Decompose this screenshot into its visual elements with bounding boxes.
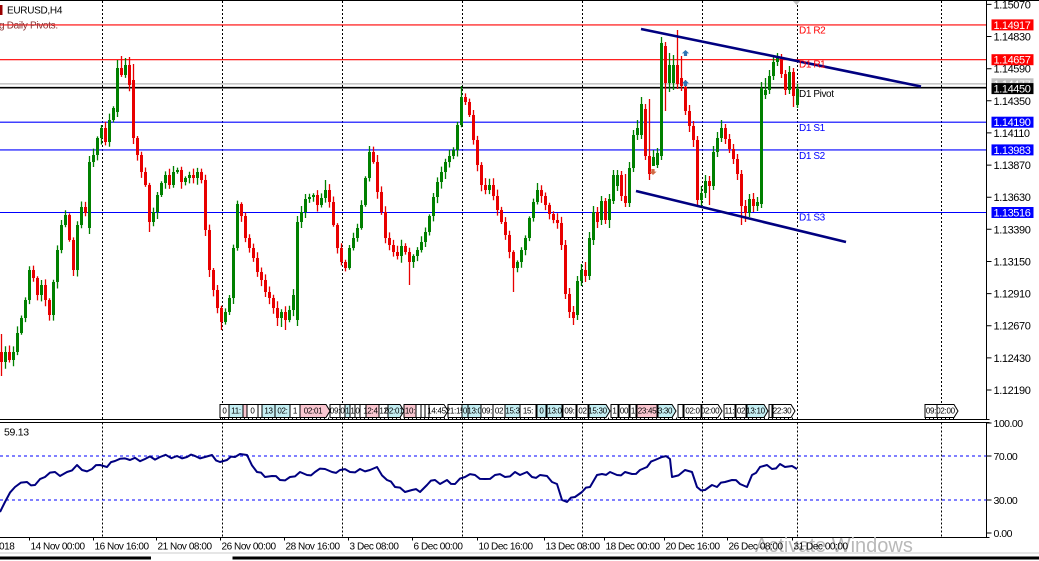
svg-text:13: 13 <box>264 407 273 416</box>
svg-text:1.14917: 1.14917 <box>994 20 1031 32</box>
svg-text:16 Nov 16:00: 16 Nov 16:00 <box>95 542 150 553</box>
svg-text:1.13150: 1.13150 <box>994 257 1031 269</box>
svg-text:1.13630: 1.13630 <box>994 192 1031 204</box>
svg-text:09:: 09: <box>482 407 492 416</box>
svg-text:13:10: 13:10 <box>746 407 765 416</box>
svg-text:14 Nov 00:00: 14 Nov 00:00 <box>31 542 86 553</box>
svg-text:11:: 11: <box>725 407 735 416</box>
svg-text:13:0: 13:0 <box>467 407 482 416</box>
svg-text:100.00: 100.00 <box>994 418 1024 430</box>
svg-text:1.14350: 1.14350 <box>994 96 1031 108</box>
svg-text:13 Dec 08:00: 13 Dec 08:00 <box>546 542 601 553</box>
svg-text:1: 1 <box>631 407 636 416</box>
svg-text:26 Dec 08:00: 26 Dec 08:00 <box>729 542 784 553</box>
svg-text:09:: 09: <box>330 407 340 416</box>
svg-text:21:15: 21:15 <box>446 407 465 416</box>
svg-text:Activate Windows: Activate Windows <box>755 535 913 557</box>
svg-text:02:00: 02:00 <box>701 407 720 416</box>
svg-text:02:01: 02:01 <box>385 407 404 416</box>
svg-text:23:45: 23:45 <box>638 407 657 416</box>
svg-text:11:: 11: <box>231 407 241 416</box>
svg-text:02: 02 <box>737 407 746 416</box>
svg-text:3:30: 3:30 <box>658 407 673 416</box>
svg-text:0: 0 <box>222 407 227 416</box>
svg-text:30.00: 30.00 <box>994 495 1018 507</box>
svg-text:09:: 09: <box>926 407 936 416</box>
svg-text:0: 0 <box>463 407 468 416</box>
svg-text:3 Dec 08:00: 3 Dec 08:00 <box>350 542 400 553</box>
svg-text:02:01: 02:01 <box>304 407 323 416</box>
svg-text:EURUSD,H4: EURUSD,H4 <box>7 6 63 17</box>
svg-text:02: 02 <box>578 407 587 416</box>
svg-text:1.13516: 1.13516 <box>994 208 1031 220</box>
svg-text:1.14830: 1.14830 <box>994 32 1031 44</box>
svg-text:10 Dec 16:00: 10 Dec 16:00 <box>479 542 534 553</box>
svg-text:21 Nov 08:00: 21 Nov 08:00 <box>158 542 213 553</box>
svg-text:018: 018 <box>0 542 15 553</box>
svg-text:1.12910: 1.12910 <box>994 289 1031 301</box>
svg-text:22:30: 22:30 <box>773 407 792 416</box>
svg-text:D1 R1: D1 R1 <box>799 60 826 71</box>
svg-text:09:: 09: <box>564 407 574 416</box>
svg-text:g Daily Pivots.: g Daily Pivots. <box>0 21 58 32</box>
svg-text:1: 1 <box>350 407 355 416</box>
svg-text:6 Dec 00:00: 6 Dec 00:00 <box>414 542 464 553</box>
svg-text:1.13870: 1.13870 <box>994 160 1031 172</box>
svg-text:1.14657: 1.14657 <box>994 55 1031 67</box>
svg-text:1.12670: 1.12670 <box>994 321 1031 333</box>
svg-text:0: 0 <box>250 407 255 416</box>
svg-text:28 Nov 16:00: 28 Nov 16:00 <box>286 542 341 553</box>
svg-text:1.12190: 1.12190 <box>994 385 1031 397</box>
svg-text:0: 0 <box>539 407 544 416</box>
svg-text:02:00: 02:00 <box>936 407 955 416</box>
svg-text:20 Dec 16:00: 20 Dec 16:00 <box>666 542 721 553</box>
svg-text:15:3: 15:3 <box>505 407 520 416</box>
svg-text:1.14190: 1.14190 <box>994 117 1031 129</box>
svg-text:18 Dec 00:00: 18 Dec 00:00 <box>606 542 661 553</box>
svg-text:1.13390: 1.13390 <box>994 224 1031 236</box>
svg-text:1.12430: 1.12430 <box>994 353 1031 365</box>
svg-text:D1 R2: D1 R2 <box>799 26 826 37</box>
svg-text:14:45: 14:45 <box>427 407 446 416</box>
svg-text:1: 1 <box>345 407 350 416</box>
svg-text:31 Dec 00:00: 31 Dec 00:00 <box>794 542 849 553</box>
svg-text:10:: 10: <box>405 407 415 416</box>
svg-text:1.14110: 1.14110 <box>994 128 1030 140</box>
svg-text:1.15070: 1.15070 <box>994 0 1031 11</box>
svg-text:0: 0 <box>340 407 345 416</box>
svg-text:D1 S2: D1 S2 <box>799 151 826 162</box>
svg-text:1.14590: 1.14590 <box>994 64 1031 76</box>
svg-text:0: 0 <box>355 407 360 416</box>
svg-text:26 Nov 00:00: 26 Nov 00:00 <box>222 542 277 553</box>
svg-text:15:: 15: <box>523 407 533 416</box>
svg-text:0.00: 0.00 <box>994 528 1013 540</box>
svg-text:12:41: 12:41 <box>363 407 382 416</box>
svg-text:02:: 02: <box>277 407 287 416</box>
svg-text:D1 S3: D1 S3 <box>799 213 826 224</box>
svg-text:D1 Pivot: D1 Pivot <box>799 89 834 100</box>
svg-text:1: 1 <box>293 407 298 416</box>
svg-text:1.14450: 1.14450 <box>994 84 1031 96</box>
svg-text:1.13983: 1.13983 <box>994 145 1031 157</box>
svg-text:D1 S1: D1 S1 <box>799 123 826 134</box>
svg-text:12: 12 <box>379 407 388 416</box>
svg-text:59.13: 59.13 <box>4 427 29 439</box>
svg-text:70.00: 70.00 <box>994 451 1018 463</box>
svg-text:13:0: 13:0 <box>547 407 562 416</box>
svg-text:00: 00 <box>620 407 629 416</box>
svg-text:1: 1 <box>612 407 617 416</box>
svg-text:02:0: 02:0 <box>685 407 700 416</box>
svg-text:02: 02 <box>495 407 504 416</box>
svg-text:15:30: 15:30 <box>588 407 607 416</box>
